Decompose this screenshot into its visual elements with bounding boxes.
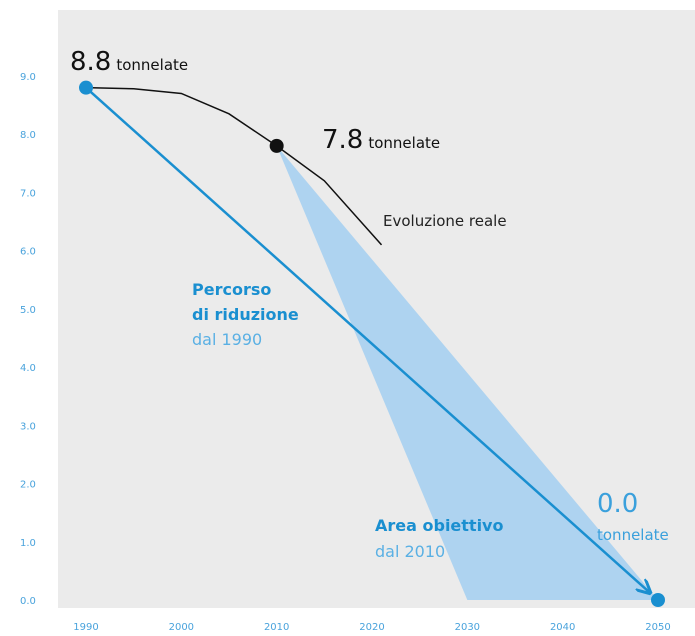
y-tick-label: 4.0	[20, 363, 36, 374]
annotation: dal 1990	[192, 330, 262, 349]
y-tick-label: 1.0	[20, 538, 36, 549]
actual-line	[85, 86, 383, 246]
reduction-line	[85, 86, 649, 592]
y-tick-label: 6.0	[20, 247, 36, 258]
y-tick-label: 8.0	[20, 130, 36, 141]
x-tick-label: 1990	[73, 622, 98, 633]
x-tick-label: 2030	[455, 622, 480, 633]
annotation: Percorso	[192, 280, 271, 299]
unit-label: tonnelate	[116, 56, 188, 74]
value-label: 0.0	[597, 489, 638, 519]
annotation: Area obiettivo	[375, 516, 503, 535]
y-tick-label: 0.0	[20, 596, 36, 607]
mid-label: 7.8 tonnelate	[322, 125, 440, 155]
y-tick-label: 7.0	[20, 188, 36, 199]
value-label: 7.8	[322, 125, 363, 155]
x-tick-label: 2010	[264, 622, 289, 633]
y-tick-label: 3.0	[20, 421, 36, 432]
y-tick-label: 5.0	[20, 305, 36, 316]
unit-label: tonnelate	[597, 526, 669, 544]
x-tick-label: 2000	[169, 622, 194, 633]
x-tick-label: 2020	[359, 622, 384, 633]
y-tick-label: 2.0	[20, 480, 36, 491]
point	[269, 138, 284, 153]
y-tick-label: 9.0	[20, 72, 36, 83]
annotation: di riduzione	[192, 305, 299, 324]
x-tick-label: 2040	[550, 622, 575, 633]
annotation: Evoluzione reale	[383, 212, 507, 230]
point	[79, 80, 93, 95]
unit-label: tonnelate	[368, 134, 440, 152]
point	[651, 593, 665, 607]
x-tick-label: 2050	[645, 622, 670, 633]
start-label: 8.8 tonnelate	[70, 47, 188, 77]
annotation: dal 2010	[375, 542, 445, 561]
value-label: 8.8	[70, 47, 111, 77]
target-area	[276, 145, 658, 600]
